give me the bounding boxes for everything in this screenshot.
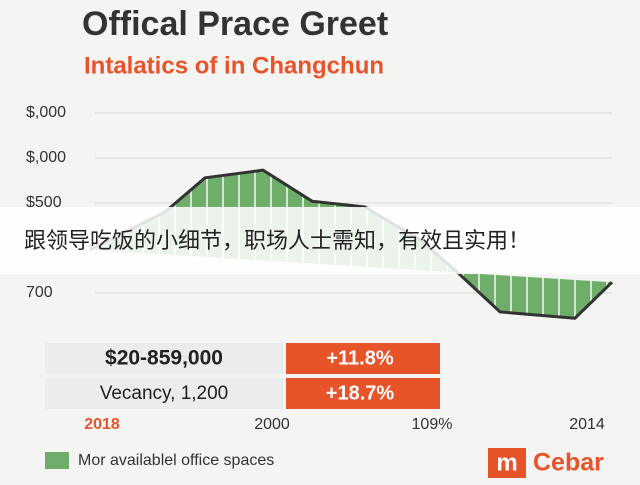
y-tick-label: 700 <box>26 284 53 301</box>
stat-change-box <box>286 343 440 374</box>
x-tick-label: 109% <box>412 416 453 433</box>
x-tick-label: 2000 <box>254 416 290 433</box>
x-tick-label: 2014 <box>569 416 605 433</box>
legend-swatch <box>45 452 69 469</box>
chart-title: Offical Prace Greet <box>82 5 388 43</box>
y-tick-label: $500 <box>26 194 62 211</box>
stat-label: $20-859,000 <box>105 347 223 370</box>
chart-subtitle: Intalatics of in Changchun <box>84 52 384 79</box>
x-tick-label: 2018 <box>84 416 120 433</box>
legend-label: Mor availablel office spaces <box>78 452 274 469</box>
logo-mark-bg <box>488 448 526 478</box>
stat-box <box>45 378 283 409</box>
banner-text: 跟领导吃饭的小细节，职场人士需知，有效且实用！ <box>24 228 530 253</box>
stat-change: +18.7% <box>326 382 395 404</box>
stat-change-box <box>286 378 440 409</box>
y-tick-label: $,000 <box>26 104 66 121</box>
stat-change: +11.8% <box>326 347 394 369</box>
stat-box <box>45 343 283 374</box>
stat-label: Vecancy, 1,200 <box>100 383 229 404</box>
logo-mark: m <box>496 449 517 476</box>
logo-name: Cebar <box>533 449 604 477</box>
stats: $20-859,000 +11.8% Vecancy, 1,200 +18.7% <box>45 343 440 409</box>
banner-background <box>0 207 640 274</box>
y-tick-label: $,000 <box>26 149 66 166</box>
x-axis: 2018 2000 109% 2014 <box>84 416 605 433</box>
